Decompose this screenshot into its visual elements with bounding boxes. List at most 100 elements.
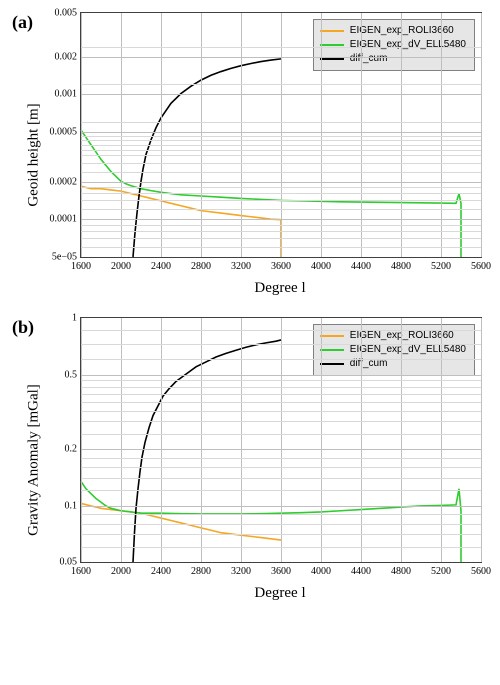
xtick-label: 2400 <box>151 562 171 577</box>
grid-h-minor <box>81 247 481 248</box>
legend-label: EIGEN_exp_dV_ELL5480 <box>350 38 466 52</box>
ytick-label: 0.005 <box>55 8 82 19</box>
legend-row: EIGEN_exp_ROLI3660 <box>320 24 466 38</box>
xtick-label: 2000 <box>111 562 131 577</box>
grid-v <box>241 318 242 562</box>
grid-v <box>361 318 362 562</box>
grid-h-minor <box>81 155 481 156</box>
grid-h-minor <box>81 478 481 479</box>
grid-h-minor <box>81 344 481 345</box>
grid-v <box>401 318 402 562</box>
grid-v <box>121 318 122 562</box>
xtick-label: 2800 <box>191 257 211 272</box>
grid-h <box>81 375 481 376</box>
ytick-label: 0.0002 <box>50 176 82 187</box>
ylabel-b: Gravity Anomaly [mGal] <box>26 360 43 560</box>
grid-h-minor <box>81 163 481 164</box>
legend-row: diff_cum <box>320 52 466 66</box>
ytick-label: 0.0001 <box>50 214 82 225</box>
grid-h-minor <box>81 411 481 412</box>
grid-h <box>81 57 481 58</box>
grid-h-minor <box>81 225 481 226</box>
grid-h-minor <box>81 140 481 141</box>
series-diff <box>133 59 281 257</box>
grid-h-minor <box>81 547 481 548</box>
xtick-label: 3200 <box>231 257 251 272</box>
grid-h <box>81 506 481 507</box>
grid-v <box>201 318 202 562</box>
ytick-label: 0.05 <box>60 557 82 568</box>
legend-label: diff_cum <box>350 52 388 66</box>
xlabel-a: Degree l <box>80 280 480 297</box>
legend-row: EIGEN_exp_dV_ELL5480 <box>320 343 466 357</box>
xtick-label: 5200 <box>431 257 451 272</box>
xtick-label: 2800 <box>191 562 211 577</box>
xtick-label: 5600 <box>471 562 491 577</box>
grid-h-minor <box>81 150 481 151</box>
legend-swatch <box>320 335 344 337</box>
ytick-label: 0.5 <box>65 369 82 380</box>
legend-row: EIGEN_exp_dV_ELL5480 <box>320 38 466 52</box>
xtick-label: 2400 <box>151 257 171 272</box>
grid-h-minor <box>81 421 481 422</box>
xtick-label: 2000 <box>111 257 131 272</box>
grid-h <box>81 219 481 220</box>
panel-b: (b) Gravity Anomaly [mGal] EIGEN_exp_ROL… <box>12 317 488 602</box>
grid-h <box>81 132 481 133</box>
grid-h-minor <box>81 514 481 515</box>
legend-label: EIGEN_exp_dV_ELL5480 <box>350 343 466 357</box>
grid-v <box>81 318 82 562</box>
grid-h <box>81 449 481 450</box>
grid-h-minor <box>81 402 481 403</box>
grid-h-minor <box>81 467 481 468</box>
grid-h <box>81 182 481 183</box>
xtick-label: 4800 <box>391 562 411 577</box>
ylabel-a: Geoid height [m] <box>26 55 43 255</box>
grid-h-minor <box>81 84 481 85</box>
grid-h-minor <box>81 47 481 48</box>
legend-b: EIGEN_exp_ROLI3660 EIGEN_exp_dV_ELL5480 … <box>313 324 475 376</box>
grid-h-minor <box>81 359 481 360</box>
chart-a-wrap: Geoid height [m] EIGEN_exp_ROLI3660 EIGE… <box>36 12 488 297</box>
xtick-label: 4400 <box>351 562 371 577</box>
chart-b-wrap: Gravity Anomaly [mGal] EIGEN_exp_ROLI366… <box>36 317 488 602</box>
grid-h-minor <box>81 209 481 210</box>
xtick-label: 3600 <box>271 562 291 577</box>
grid-v <box>161 318 162 562</box>
grid-h-minor <box>81 231 481 232</box>
xtick-label: 5600 <box>471 257 491 272</box>
xlabel-b: Degree l <box>80 585 480 602</box>
ytick-label: 5e−05 <box>52 252 81 263</box>
grid-h-minor <box>81 200 481 201</box>
grid-h-minor <box>81 172 481 173</box>
grid-v <box>481 318 482 562</box>
xtick-label: 4000 <box>311 562 331 577</box>
ytick-label: 0.001 <box>55 89 82 100</box>
grid-h-minor <box>81 387 481 388</box>
xtick-label: 4400 <box>351 257 371 272</box>
ytick-label: 0.1 <box>65 500 82 511</box>
grid-h-minor <box>81 394 481 395</box>
plot-area-a: EIGEN_exp_ROLI3660 EIGEN_exp_dV_ELL5480 … <box>80 12 482 258</box>
grid-h-minor <box>81 330 481 331</box>
plot-area-b: EIGEN_exp_ROLI3660 EIGEN_exp_dV_ELL5480 … <box>80 317 482 563</box>
panel-label-b: (b) <box>12 317 34 338</box>
ytick-label: 1 <box>72 313 81 324</box>
grid-h-minor <box>81 187 481 188</box>
xtick-label: 3600 <box>271 257 291 272</box>
legend-swatch <box>320 349 344 351</box>
grid-h-minor <box>81 193 481 194</box>
grid-v <box>481 13 482 257</box>
grid-h-minor <box>81 136 481 137</box>
xtick-label: 3200 <box>231 562 251 577</box>
panel-label-a: (a) <box>12 12 33 33</box>
grid-h-minor <box>81 238 481 239</box>
grid-v <box>321 318 322 562</box>
xtick-label: 5200 <box>431 562 451 577</box>
ytick-label: 0.002 <box>55 51 82 62</box>
ytick-label: 0.0005 <box>50 127 82 138</box>
legend-a: EIGEN_exp_ROLI3660 EIGEN_exp_dV_ELL5480 … <box>313 19 475 71</box>
xtick-label: 4000 <box>311 257 331 272</box>
grid-h-minor <box>81 534 481 535</box>
grid-h-minor <box>81 490 481 491</box>
